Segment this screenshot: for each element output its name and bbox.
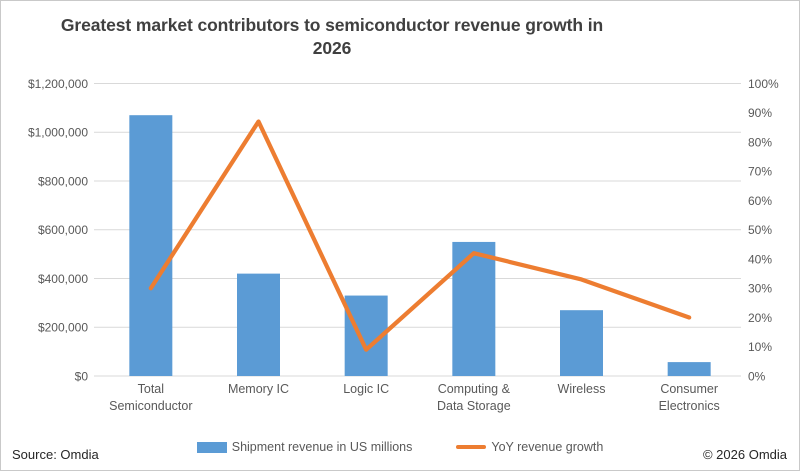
bar-consumer-electronics bbox=[667, 362, 711, 376]
left-axis-tick-label: $1,000,000 bbox=[28, 126, 88, 140]
category-label-wireless: Wireless bbox=[558, 382, 606, 396]
left-axis-tick-label: $600,000 bbox=[38, 223, 88, 237]
right-axis-tick-label: 0% bbox=[748, 369, 766, 383]
line-series-swatch bbox=[456, 445, 487, 449]
category-label-consumer-electronics: Electronics bbox=[659, 399, 720, 413]
category-label-consumer-electronics: Consumer bbox=[660, 382, 718, 396]
bar-computing-data-storage bbox=[452, 241, 496, 376]
left-axis-tick-label: $1,200,000 bbox=[28, 77, 88, 91]
bar-wireless bbox=[560, 310, 603, 376]
bar-memory-ic bbox=[237, 273, 280, 376]
legend-label-yoy-growth: YoY revenue growth bbox=[491, 440, 604, 454]
bar-series-swatch bbox=[196, 441, 227, 453]
chart-title: Greatest market contributors to semicond… bbox=[19, 14, 645, 60]
category-label-computing-data-storage: Computing & bbox=[438, 382, 511, 396]
category-label-memory-ic: Memory IC bbox=[228, 382, 289, 396]
right-axis-tick-label: 40% bbox=[748, 252, 772, 266]
left-axis-tick-label: $800,000 bbox=[38, 174, 88, 188]
chart-title-line1: Greatest market contributors to semicond… bbox=[60, 15, 604, 35]
left-axis-tick-label: $0 bbox=[75, 369, 89, 383]
category-label-total-semiconductor: Total bbox=[138, 382, 164, 396]
bar-total-semiconductor bbox=[129, 115, 173, 376]
right-axis-tick-label: 90% bbox=[748, 106, 772, 120]
right-axis-tick-label: 60% bbox=[748, 194, 772, 208]
yoy-growth-line bbox=[148, 119, 692, 352]
left-axis-tick-label: $200,000 bbox=[38, 321, 88, 335]
right-axis-tick-label: 100% bbox=[748, 77, 779, 91]
right-axis-tick-label: 80% bbox=[748, 135, 772, 149]
category-label-logic-ic: Logic IC bbox=[343, 382, 389, 396]
right-axis-tick-label: 20% bbox=[748, 311, 772, 325]
legend-item-yoy-growth: YoY revenue growth bbox=[456, 440, 603, 454]
source-attribution: Source: Omdia bbox=[12, 447, 99, 462]
right-axis-tick-label: 50% bbox=[748, 223, 772, 237]
chart-title-line2: 2026 bbox=[312, 38, 352, 58]
category-label-total-semiconductor: Semiconductor bbox=[109, 399, 192, 413]
legend-item-shipment-revenue: Shipment revenue in US millions bbox=[196, 440, 413, 454]
legend-label-shipment-revenue: Shipment revenue in US millions bbox=[231, 440, 413, 454]
left-axis-tick-label: $400,000 bbox=[38, 272, 88, 286]
right-axis-tick-label: 30% bbox=[748, 282, 772, 296]
category-label-computing-data-storage: Data Storage bbox=[437, 399, 511, 413]
chart-legend: Shipment revenue in US millions YoY reve… bbox=[1, 438, 799, 456]
copyright-notice: © 2026 Omdia bbox=[702, 447, 787, 462]
right-axis-tick-label: 10% bbox=[748, 340, 772, 354]
right-axis-tick-label: 70% bbox=[748, 165, 772, 179]
